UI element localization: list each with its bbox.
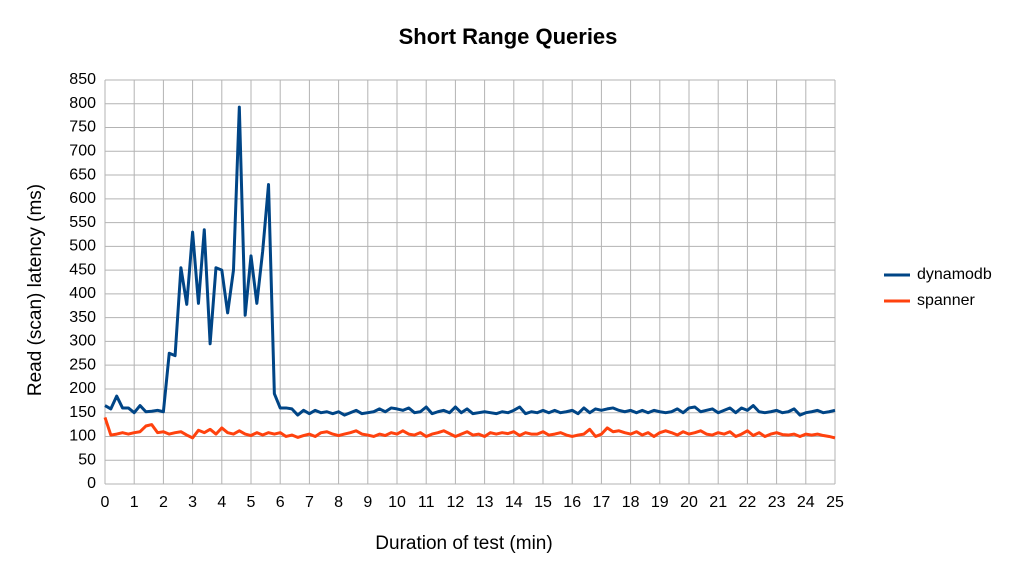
- x-tick-label: 6: [276, 494, 285, 511]
- x-tick-label: 4: [217, 494, 226, 511]
- x-tick-label: 12: [447, 494, 465, 511]
- x-axis-label: Duration of test (min): [375, 533, 552, 554]
- chart-title: Short Range Queries: [399, 24, 618, 49]
- y-tick-label: 450: [69, 261, 96, 278]
- x-tick-label: 11: [418, 494, 435, 511]
- x-tick-label: 20: [680, 494, 698, 511]
- x-tick-label: 24: [797, 494, 815, 511]
- x-tick-label: 3: [188, 494, 197, 511]
- legend-label: spanner: [917, 292, 975, 309]
- y-tick-label: 750: [69, 119, 96, 136]
- x-tick-label: 16: [563, 494, 581, 511]
- x-tick-label: 5: [247, 494, 256, 511]
- y-tick-label: 400: [69, 285, 96, 302]
- x-tick-label: 0: [101, 494, 110, 511]
- y-tick-label: 300: [69, 333, 96, 350]
- x-tick-label: 25: [826, 494, 844, 511]
- x-tick-label: 18: [622, 494, 640, 511]
- x-tick-label: 22: [739, 494, 757, 511]
- y-tick-label: 350: [69, 309, 96, 326]
- legend-label: dynamodb: [917, 266, 992, 283]
- y-tick-label: 150: [69, 404, 96, 421]
- x-tick-label: 2: [159, 494, 168, 511]
- y-tick-label: 800: [69, 95, 96, 112]
- x-tick-label: 15: [534, 494, 552, 511]
- x-tick-label: 17: [593, 494, 611, 511]
- y-tick-label: 850: [69, 71, 96, 88]
- y-tick-label: 700: [69, 143, 96, 160]
- x-tick-label: 13: [476, 494, 494, 511]
- x-tick-label: 9: [363, 494, 372, 511]
- x-tick-label: 14: [505, 494, 523, 511]
- x-tick-label: 19: [651, 494, 669, 511]
- x-tick-label: 7: [305, 494, 314, 511]
- y-axis-label: Read (scan) latency (ms): [25, 184, 46, 396]
- x-tick-label: 1: [130, 494, 139, 511]
- data-line: [103, 416, 836, 440]
- data-line: [104, 105, 836, 417]
- y-tick-label: 100: [69, 428, 96, 445]
- y-tick-label: 500: [69, 238, 96, 255]
- y-tick-label: 250: [69, 356, 96, 373]
- y-tick-label: 550: [69, 214, 96, 231]
- y-tick-label: 650: [69, 166, 96, 183]
- y-tick-label: 200: [69, 380, 96, 397]
- y-tick-label: 600: [69, 190, 96, 207]
- x-tick-label: 23: [768, 494, 786, 511]
- y-tick-label: 0: [87, 475, 96, 492]
- x-tick-label: 10: [388, 494, 406, 511]
- x-tick-label: 21: [709, 494, 727, 511]
- y-tick-label: 50: [78, 451, 96, 468]
- x-tick-label: 8: [334, 494, 343, 511]
